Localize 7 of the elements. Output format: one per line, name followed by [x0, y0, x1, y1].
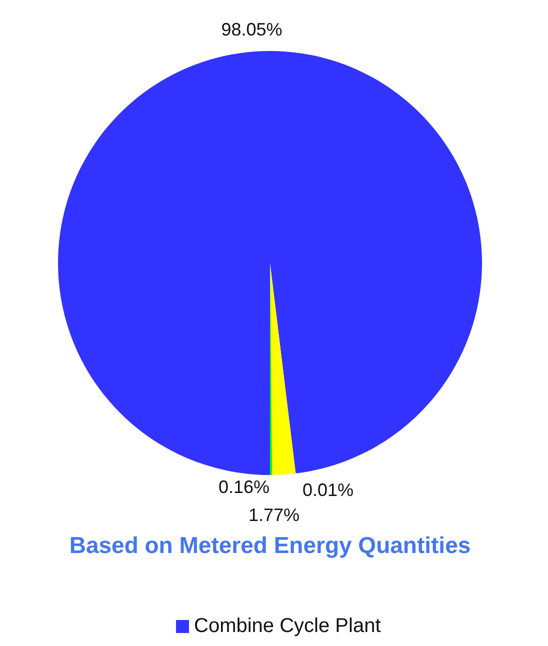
legend-label: Combine Cycle Plant [194, 615, 382, 637]
text: Based on Metered Energy Quantities [69, 532, 471, 558]
data-label: 0.01% [302, 480, 354, 500]
data-label: 0.16% [218, 477, 270, 497]
pie-slice [58, 51, 482, 475]
data-label: 1.77% [248, 505, 300, 525]
data-label: 98.05% [221, 19, 282, 40]
